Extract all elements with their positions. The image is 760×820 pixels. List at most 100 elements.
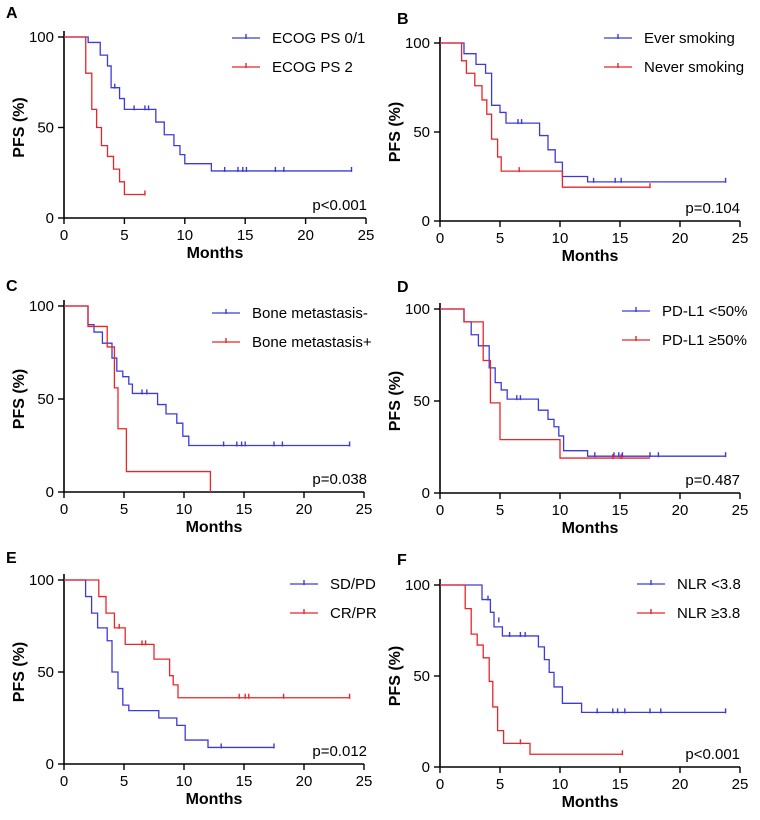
y-tick-label: 0 bbox=[46, 210, 54, 227]
p-value: p=0.104 bbox=[685, 200, 740, 217]
x-tick-label: 5 bbox=[496, 230, 504, 247]
x-tick-label: 10 bbox=[552, 230, 569, 247]
x-tick-label: 10 bbox=[552, 776, 569, 793]
x-tick-label: 5 bbox=[496, 776, 504, 793]
x-axis-title: Months bbox=[186, 519, 243, 536]
km-curve-blue bbox=[440, 584, 726, 714]
km-curve-blue bbox=[64, 36, 352, 172]
x-tick-label: 15 bbox=[612, 776, 629, 793]
x-tick-label: 25 bbox=[356, 773, 373, 790]
x-tick-label: 0 bbox=[60, 227, 68, 244]
x-axis-title: Months bbox=[562, 794, 619, 811]
legend-label: Never smoking bbox=[644, 59, 744, 76]
x-tick-label: 5 bbox=[496, 502, 504, 519]
y-tick-label: 50 bbox=[37, 391, 54, 408]
y-tick-label: 50 bbox=[413, 124, 430, 141]
y-axis-title: PFS (%) bbox=[387, 646, 404, 706]
legend-label: Bone metastasis+ bbox=[252, 334, 372, 351]
legend-label: Bone metastasis- bbox=[252, 305, 368, 322]
x-tick-label: 0 bbox=[60, 773, 68, 790]
panel-label: E bbox=[6, 550, 17, 567]
y-tick-label: 0 bbox=[46, 756, 54, 773]
y-tick-label: 50 bbox=[413, 393, 430, 410]
x-tick-label: 15 bbox=[237, 227, 254, 244]
legend-label: NLR ≥3.8 bbox=[677, 605, 740, 622]
legend-label: ECOG PS 0/1 bbox=[272, 30, 365, 47]
x-axis-title: Months bbox=[562, 520, 619, 537]
x-tick-label: 10 bbox=[176, 501, 193, 518]
x-tick-label: 25 bbox=[358, 227, 375, 244]
y-axis-title: PFS (%) bbox=[11, 369, 28, 429]
x-tick-label: 0 bbox=[436, 230, 444, 247]
y-tick-label: 50 bbox=[37, 664, 54, 681]
y-tick-label: 50 bbox=[413, 668, 430, 685]
x-tick-label: 25 bbox=[732, 230, 749, 247]
x-tick-label: 20 bbox=[672, 776, 689, 793]
x-tick-label: 0 bbox=[436, 502, 444, 519]
y-tick-label: 100 bbox=[405, 577, 430, 594]
y-axis-title: PFS (%) bbox=[11, 97, 28, 157]
km-curve-red bbox=[64, 579, 350, 699]
p-value: p=0.487 bbox=[685, 472, 740, 489]
x-tick-label: 15 bbox=[236, 773, 253, 790]
panel-label: D bbox=[397, 279, 409, 296]
y-tick-label: 0 bbox=[422, 213, 430, 230]
p-value: p<0.001 bbox=[685, 746, 740, 763]
x-tick-label: 0 bbox=[60, 501, 68, 518]
x-axis-title: Months bbox=[562, 248, 619, 265]
km-curve-blue bbox=[440, 308, 726, 457]
x-tick-label: 20 bbox=[296, 773, 313, 790]
y-tick-label: 100 bbox=[29, 298, 54, 315]
panel-d: D 0 5 10 15 20 25 0 50 100 Months PFS (%) PD-L1 <50%… bbox=[387, 279, 748, 537]
panel-label: B bbox=[397, 11, 409, 28]
p-value: p<0.001 bbox=[312, 197, 367, 214]
y-axis-title: PFS (%) bbox=[387, 371, 404, 431]
legend-label: PD-L1 ≥50% bbox=[662, 332, 747, 349]
panel-a: A 0 5 10 15 20 25 0 50 100 Months PFS (%) ECOG PS 0/… bbox=[6, 5, 374, 262]
km-curve-red bbox=[64, 36, 145, 196]
x-tick-label: 20 bbox=[672, 230, 689, 247]
x-tick-label: 10 bbox=[552, 502, 569, 519]
x-tick-label: 25 bbox=[732, 776, 749, 793]
km-curve-red bbox=[440, 584, 623, 755]
x-tick-label: 0 bbox=[436, 776, 444, 793]
y-tick-label: 100 bbox=[29, 572, 54, 589]
x-tick-label: 10 bbox=[176, 227, 193, 244]
km-curve-blue bbox=[64, 579, 274, 749]
x-axis-title: Months bbox=[186, 791, 243, 808]
panel-e: E 0 5 10 15 20 25 0 50 100 Months PFS (%) SD/PD CR/PR… bbox=[6, 550, 377, 808]
y-tick-label: 0 bbox=[46, 484, 54, 501]
km-curve-red bbox=[440, 42, 650, 188]
legend-label: NLR <3.8 bbox=[677, 576, 741, 593]
legend-label: Ever smoking bbox=[644, 30, 735, 47]
y-tick-label: 100 bbox=[405, 35, 430, 52]
y-tick-label: 100 bbox=[29, 29, 54, 46]
x-tick-label: 15 bbox=[236, 501, 253, 518]
y-axis-title: PFS (%) bbox=[387, 102, 404, 162]
x-tick-label: 5 bbox=[120, 227, 128, 244]
x-tick-label: 15 bbox=[612, 230, 629, 247]
panel-c: C 0 5 10 15 20 25 0 50 100 Months PFS (%) Bone metas… bbox=[6, 278, 372, 536]
x-tick-label: 5 bbox=[120, 773, 128, 790]
y-axis-title: PFS (%) bbox=[11, 642, 28, 702]
p-value: p=0.012 bbox=[312, 743, 367, 760]
km-curve-red bbox=[64, 305, 212, 492]
x-tick-label: 20 bbox=[296, 501, 313, 518]
panel-label: F bbox=[397, 552, 407, 569]
legend-label: ECOG PS 2 bbox=[272, 59, 353, 76]
km-curve-red bbox=[440, 308, 650, 459]
panel-f: F 0 5 10 15 20 25 0 50 100 Months PFS (%) NLR <3.8 NL… bbox=[387, 552, 748, 811]
y-tick-label: 0 bbox=[422, 759, 430, 776]
panel-label: A bbox=[6, 5, 18, 22]
km-curve-blue bbox=[64, 305, 350, 447]
p-value: p=0.038 bbox=[312, 471, 367, 488]
x-tick-label: 25 bbox=[356, 501, 373, 518]
x-axis-title: Months bbox=[187, 245, 244, 262]
panel-b: B 0 5 10 15 20 25 0 50 100 Months PFS (%) Ever smoki… bbox=[387, 11, 748, 265]
y-tick-label: 100 bbox=[405, 301, 430, 318]
legend-label: PD-L1 <50% bbox=[662, 303, 747, 320]
km-curve-blue bbox=[440, 42, 726, 183]
x-tick-label: 25 bbox=[732, 502, 749, 519]
x-tick-label: 5 bbox=[120, 501, 128, 518]
x-tick-label: 10 bbox=[176, 773, 193, 790]
